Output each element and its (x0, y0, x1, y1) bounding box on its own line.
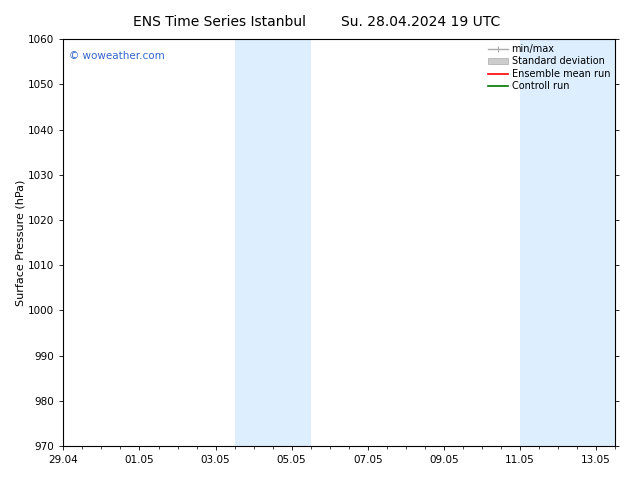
Text: ENS Time Series Istanbul        Su. 28.04.2024 19 UTC: ENS Time Series Istanbul Su. 28.04.2024 … (133, 15, 501, 29)
Legend: min/max, Standard deviation, Ensemble mean run, Controll run: min/max, Standard deviation, Ensemble me… (486, 41, 613, 94)
Text: © woweather.com: © woweather.com (69, 51, 165, 61)
Bar (235, 39, 311, 446)
Bar (520, 39, 615, 446)
Y-axis label: Surface Pressure (hPa): Surface Pressure (hPa) (15, 179, 25, 306)
